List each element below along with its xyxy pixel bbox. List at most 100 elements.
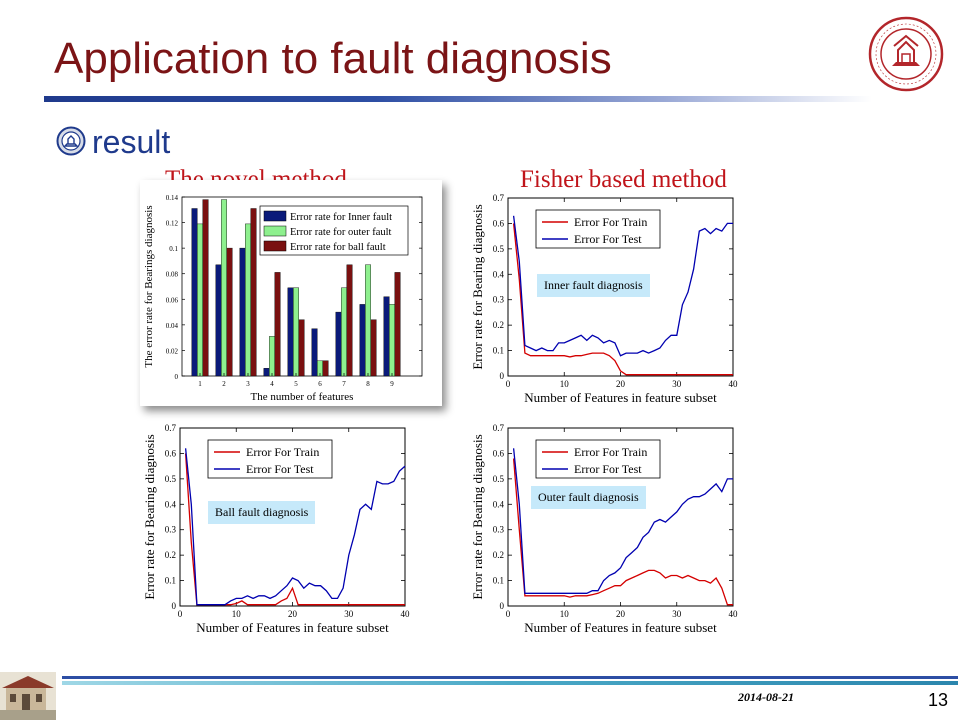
bar-ball-4: [274, 272, 281, 377]
inner-legend-box: [535, 209, 661, 249]
bar-xtick-label: 7: [342, 380, 346, 388]
inner-xtick-label: 40: [729, 379, 739, 389]
ball-ytick-label: 0.1: [165, 576, 176, 586]
ball-series-test-line: [184, 448, 406, 606]
bar-xtick-label: 2: [222, 380, 226, 388]
outer-series-test-line: [512, 448, 733, 594]
ball-ylabel: Error rate for Bearing diagnosis: [142, 434, 157, 599]
bar-outer-8: [365, 264, 372, 377]
ball-ytick-label: 0.7: [165, 423, 177, 433]
outer-legend-label: Error For Test: [574, 462, 642, 476]
bar-xtick-label: 4: [270, 380, 274, 388]
footer-rule-top: [62, 676, 958, 679]
inner-xtick-label: 20: [616, 379, 626, 389]
bar-xtick-label: 5: [294, 380, 298, 388]
bar-ytick-label: 0.04: [166, 322, 179, 330]
inner-ytick-label: 0.2: [493, 320, 504, 330]
bar-inner-4: [263, 368, 270, 377]
bar-inner-6: [311, 328, 318, 377]
bar-xtick-label: 1: [198, 380, 202, 388]
bar-outer-2: [221, 199, 228, 377]
inner-series-test-line: [512, 215, 733, 357]
slide-title: Application to fault diagnosis: [54, 34, 612, 83]
ball-ytick-label: 0: [172, 601, 177, 611]
title-divider: [44, 96, 872, 102]
inner-xlabel: Number of Features in feature subset: [524, 390, 717, 405]
annotation-outer-fault: Outer fault diagnosis: [531, 486, 646, 509]
bar-ball-8: [370, 319, 377, 377]
bar-xtick-label: 9: [390, 380, 394, 388]
outer-ytick-label: 0.2: [493, 550, 504, 560]
bar-outer-7: [341, 287, 348, 377]
bar-ball-1: [202, 199, 209, 377]
bar-xlabel: The number of features: [251, 391, 354, 403]
inner-ytick-label: 0.5: [493, 244, 505, 254]
bar-xtick-label: 8: [366, 380, 370, 388]
ball-ytick-label: 0.4: [165, 499, 177, 509]
bar-xtick-label: 3: [246, 380, 250, 388]
bar-outer-4: [269, 336, 276, 377]
bar-ytick-label: 0.06: [166, 296, 179, 304]
bar-ball-2: [226, 247, 233, 377]
inner-ytick-label: 0.4: [493, 269, 505, 279]
inner-ytick-label: 0.3: [493, 295, 505, 305]
bar-outer-3: [245, 223, 252, 377]
bar-inner-9: [383, 296, 390, 377]
outer-ytick-label: 0.6: [493, 448, 505, 458]
outer-fault-chart: 0 0.1 0.2 0.3 0.4 0.5 0.6 0.7 0 10 20 30 40 Number of…: [470, 423, 739, 635]
bar-ylabel: The error rate for Bearings diagnosis: [143, 205, 155, 367]
bullet-seal-icon: [56, 126, 86, 156]
outer-ytick-label: 0.5: [493, 474, 505, 484]
ball-ytick-label: 0.6: [165, 448, 177, 458]
bar-inner-8: [359, 304, 366, 377]
inner-xtick-label: 0: [506, 379, 511, 389]
ball-legend-label: Error For Train: [246, 445, 319, 459]
outer-xtick-label: 30: [672, 609, 682, 619]
ball-xtick-label: 30: [344, 609, 354, 619]
bar-ball-9: [394, 272, 401, 377]
ball-xtick-label: 40: [401, 609, 411, 619]
campus-photo: [0, 672, 56, 720]
inner-legend-label: Error For Test: [574, 232, 642, 246]
ball-xtick-label: 0: [178, 609, 183, 619]
bar-ytick-label: 0.08: [166, 271, 179, 279]
bar-inner-3: [239, 247, 246, 377]
bar-legend-swatch: [263, 225, 287, 237]
inner-xtick-label: 30: [672, 379, 682, 389]
ball-xtick-label: 10: [232, 609, 242, 619]
footer-rule-bottom: [62, 681, 958, 685]
university-logo: [868, 16, 944, 92]
ball-xtick-label: 20: [288, 609, 298, 619]
footer-date: 2014-08-21: [738, 690, 794, 704]
bar-inner-5: [287, 287, 294, 377]
bar-ytick-label: 0.1: [169, 245, 178, 253]
bar-inner-1: [191, 208, 198, 377]
ball-xlabel: Number of Features in feature subset: [196, 620, 389, 635]
outer-ytick-label: 0.1: [493, 576, 504, 586]
bar-ball-6: [322, 360, 329, 377]
ball-ytick-label: 0.2: [165, 550, 176, 560]
ball-ytick-label: 0.5: [165, 474, 177, 484]
bar-ytick-label: 0.02: [166, 347, 179, 355]
outer-xtick-label: 20: [616, 609, 626, 619]
outer-xtick-label: 10: [560, 609, 570, 619]
annotation-ball-fault: Ball fault diagnosis: [208, 501, 316, 524]
outer-ytick-label: 0.3: [493, 525, 505, 535]
ball-fault-chart: 0 0.1 0.2 0.3 0.4 0.5 0.6 0.7 0 10 20 30 40 Number of…: [142, 423, 411, 635]
heading-fisher-method: Fisher based method: [520, 166, 727, 193]
bar-inner-2: [215, 264, 222, 377]
ball-legend-box: [207, 439, 333, 479]
inner-legend-label: Error For Train: [574, 215, 647, 229]
bar-outer-5: [293, 287, 300, 377]
outer-ytick-label: 0: [500, 601, 505, 611]
inner-ylabel: Error rate for Bearing diagnosis: [470, 204, 485, 369]
annotation-inner-fault: Inner fault diagnosis: [537, 274, 650, 297]
outer-legend-box: [535, 439, 661, 479]
bar-ytick-label: 0.12: [166, 220, 179, 228]
bar-ytick-label: 0.14: [166, 194, 179, 202]
inner-ytick-label: 0.1: [493, 346, 504, 356]
outer-xtick-label: 40: [729, 609, 739, 619]
outer-ylabel: Error rate for Bearing diagnosis: [470, 434, 485, 599]
outer-ytick-label: 0.7: [493, 423, 505, 433]
bar-legend-swatch: [263, 240, 287, 252]
